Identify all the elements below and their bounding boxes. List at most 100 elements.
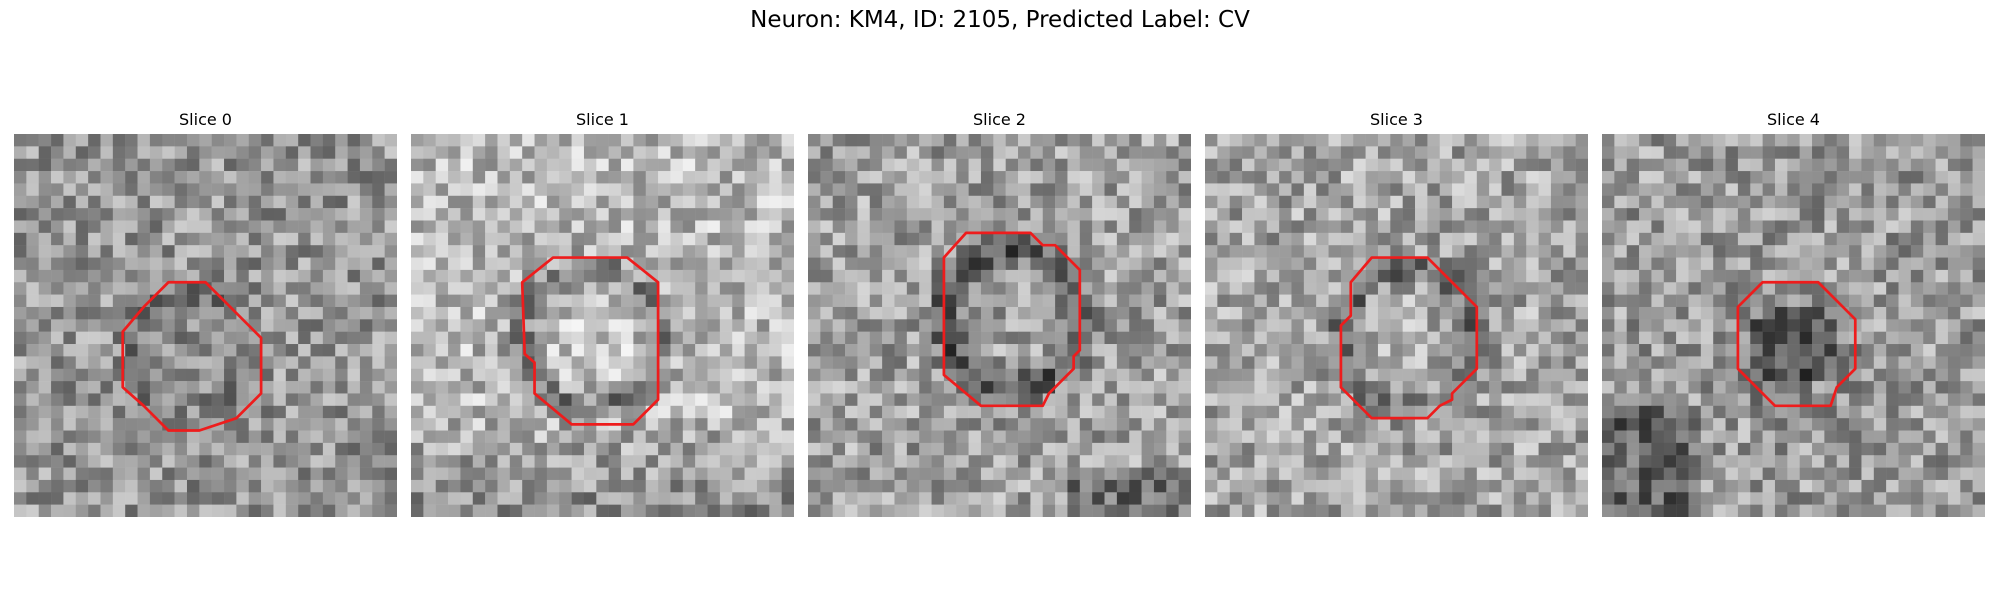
- pixel: [1501, 319, 1515, 332]
- pixel: [497, 504, 511, 517]
- pixel: [1291, 220, 1305, 234]
- pixel: [857, 393, 871, 407]
- pixel: [509, 467, 523, 481]
- pixel: [100, 294, 114, 308]
- pixel: [1947, 492, 1961, 505]
- pixel: [781, 319, 794, 332]
- pixel: [781, 418, 794, 431]
- pixel: [1464, 418, 1478, 431]
- pixel: [1799, 257, 1813, 271]
- pixel: [534, 220, 548, 234]
- pixel: [1787, 442, 1800, 456]
- pixel: [1205, 492, 1218, 505]
- pixel: [224, 269, 237, 283]
- pixel: [1316, 492, 1329, 505]
- pixel: [1464, 393, 1478, 407]
- pixel: [732, 479, 745, 493]
- pixel: [1042, 269, 1056, 283]
- pixel: [1018, 245, 1031, 258]
- pixel: [1129, 171, 1142, 184]
- pixel: [285, 331, 299, 345]
- pixel: [1538, 344, 1552, 357]
- pixel: [1129, 331, 1142, 345]
- pixel: [1464, 134, 1478, 147]
- pixel: [845, 134, 858, 147]
- pixel: [645, 208, 659, 221]
- pixel: [1737, 356, 1751, 369]
- pixel: [435, 257, 449, 271]
- pixel: [1303, 319, 1317, 332]
- pixel: [322, 306, 336, 320]
- pixel: [1439, 306, 1453, 320]
- pixel: [174, 418, 188, 431]
- pixel: [285, 393, 299, 407]
- pixel: [1575, 319, 1588, 332]
- pixel: [1960, 220, 1973, 234]
- pixel: [1873, 220, 1887, 234]
- pixel: [820, 368, 833, 382]
- slice-panel-3: Slice 3: [1205, 109, 1588, 517]
- pixel: [88, 393, 101, 407]
- pixel: [211, 467, 225, 481]
- pixel: [1217, 331, 1230, 345]
- pixel: [1614, 171, 1627, 184]
- pixel: [1205, 183, 1218, 197]
- pixel: [1626, 282, 1640, 295]
- pixel: [1205, 504, 1218, 517]
- pixel: [621, 269, 634, 283]
- pixel: [1725, 368, 1739, 382]
- pixel: [695, 331, 708, 345]
- pixel: [51, 306, 64, 320]
- pixel: [273, 306, 287, 320]
- slice-1-image: [411, 134, 794, 517]
- slice-panel-0: Slice 0: [14, 109, 397, 517]
- pixel: [261, 232, 274, 246]
- pixel: [894, 171, 908, 184]
- pixel: [1799, 306, 1813, 320]
- pixel: [781, 134, 794, 147]
- pixel: [919, 269, 932, 283]
- pixel: [719, 208, 733, 221]
- pixel: [310, 467, 324, 481]
- pixel: [261, 381, 274, 394]
- pixel: [1947, 455, 1961, 468]
- pixel: [112, 282, 126, 295]
- pixel: [359, 183, 373, 197]
- pixel: [448, 220, 461, 234]
- pixel: [186, 269, 200, 283]
- pixel: [1328, 344, 1342, 357]
- pixel: [322, 504, 336, 517]
- pixel: [919, 146, 932, 159]
- pixel: [186, 381, 200, 394]
- pixel: [1947, 393, 1961, 407]
- pixel: [211, 257, 225, 271]
- pixel: [472, 171, 486, 184]
- pixel: [1799, 368, 1813, 382]
- pixel: [1067, 368, 1081, 382]
- pixel: [1602, 442, 1615, 456]
- pixel: [1861, 158, 1875, 172]
- pixel: [695, 492, 708, 505]
- pixel: [931, 269, 945, 283]
- roi-contour: [1736, 280, 1857, 408]
- pixel: [1092, 171, 1105, 184]
- pixel: [1030, 418, 1043, 431]
- pixel: [1353, 344, 1366, 357]
- pixel: [719, 282, 733, 295]
- pixel: [1141, 319, 1155, 332]
- pixel: [781, 171, 794, 184]
- pixel: [1960, 467, 1973, 481]
- pixel: [448, 504, 461, 517]
- pixel: [857, 368, 871, 382]
- pixel: [384, 455, 397, 468]
- pixel: [211, 208, 225, 221]
- pixel: [1217, 479, 1230, 493]
- pixel: [1042, 319, 1056, 332]
- pixel: [559, 344, 572, 357]
- pixel: [1713, 504, 1726, 517]
- pixel: [559, 319, 572, 332]
- pixel: [1018, 455, 1031, 468]
- pixel: [695, 220, 708, 234]
- pixel: [1663, 232, 1677, 246]
- pixel: [571, 306, 585, 320]
